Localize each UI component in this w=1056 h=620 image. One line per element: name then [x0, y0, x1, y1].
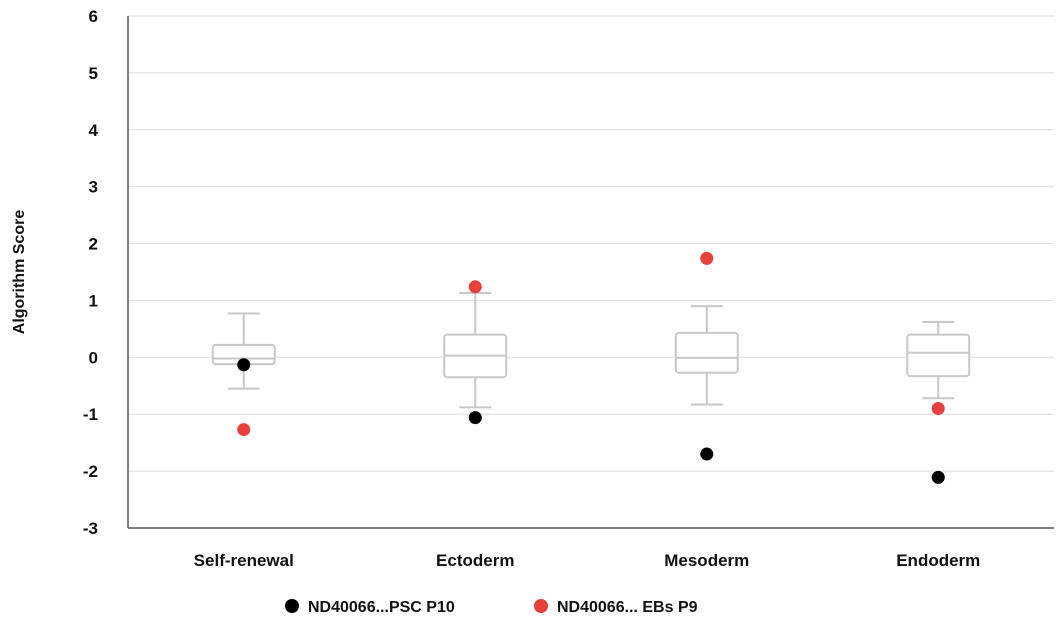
box-iqr: [906, 333, 971, 378]
boxplot-mesoderm: [674, 305, 739, 406]
point-psc: [931, 470, 945, 484]
axis-labels: -3 -2 -1 0 1 2 3 4 5 6 Self-renewal Ectoderm Mesoder…: [83, 7, 980, 570]
legend-marker-ebs: [534, 599, 548, 613]
point-ebs: [931, 402, 945, 416]
point-ebs: [237, 423, 251, 437]
point-psc: [468, 411, 482, 425]
boxplots: [211, 292, 971, 409]
data-points: [237, 251, 945, 484]
y-tick-label: 3: [89, 178, 98, 197]
point-ebs: [700, 251, 714, 265]
y-tick-label: -2: [83, 462, 98, 481]
x-category-label: Endoderm: [896, 551, 980, 570]
y-axis-label: Algorithm Score: [11, 210, 28, 335]
y-tick-label: -1: [83, 405, 98, 424]
y-tick-label: 2: [89, 235, 98, 254]
legend: ND40066...PSC P10 ND40066... EBs P9: [285, 599, 698, 616]
point-psc: [700, 447, 714, 461]
point-ebs: [468, 280, 482, 294]
y-tick-label: 1: [89, 291, 98, 310]
axes: [127, 16, 1054, 529]
y-tick-label: 5: [89, 64, 98, 83]
x-category-label: Self-renewal: [194, 551, 294, 570]
box-iqr: [674, 331, 739, 374]
boxplot-endoderm: [906, 321, 971, 400]
legend-label-psc: ND40066...PSC P10: [308, 599, 455, 616]
gridlines: [128, 15, 1054, 472]
boxplot-self-renewal: [211, 312, 276, 390]
y-tick-label: 6: [89, 7, 98, 26]
legend-marker-psc: [285, 599, 299, 613]
x-category-label: Mesoderm: [664, 551, 749, 570]
x-category-label: Ectoderm: [436, 551, 514, 570]
y-tick-label: -3: [83, 519, 98, 538]
y-tick-label: 0: [89, 348, 98, 367]
point-psc: [237, 358, 251, 372]
boxplot-ectoderm: [443, 292, 508, 409]
y-tick-label: 4: [89, 121, 99, 140]
legend-label-ebs: ND40066... EBs P9: [557, 599, 698, 616]
